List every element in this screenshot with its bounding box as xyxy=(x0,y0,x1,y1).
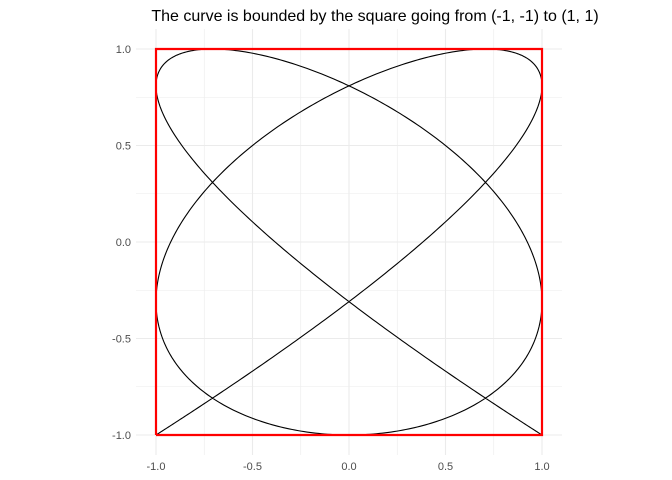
y-tick-label: 0.5 xyxy=(116,141,131,153)
chart-title: The curve is bounded by the square going… xyxy=(151,8,598,25)
lissajous-curve xyxy=(155,48,543,436)
y-axis-tick-labels: -1.0 -0.5 0.0 0.5 1.0 xyxy=(112,44,131,442)
x-tick-label: 1.0 xyxy=(534,461,549,473)
y-tick-label: -0.5 xyxy=(112,334,131,346)
y-tick-label: 0.0 xyxy=(116,237,131,249)
x-tick-label: 0.0 xyxy=(341,461,356,473)
y-tick-label: -1.0 xyxy=(112,430,131,442)
x-tick-label: 0.5 xyxy=(438,461,453,473)
bounding-square-layer xyxy=(154,47,544,437)
y-tick-label: 1.0 xyxy=(116,44,131,56)
curve-layer xyxy=(155,48,543,436)
x-tick-label: -1.0 xyxy=(147,461,166,473)
x-tick-label: -0.5 xyxy=(243,461,262,473)
x-axis-tick-labels: -1.0 -0.5 0.0 0.5 1.0 xyxy=(147,461,550,473)
bounding-square xyxy=(154,47,544,437)
grid xyxy=(136,29,562,455)
